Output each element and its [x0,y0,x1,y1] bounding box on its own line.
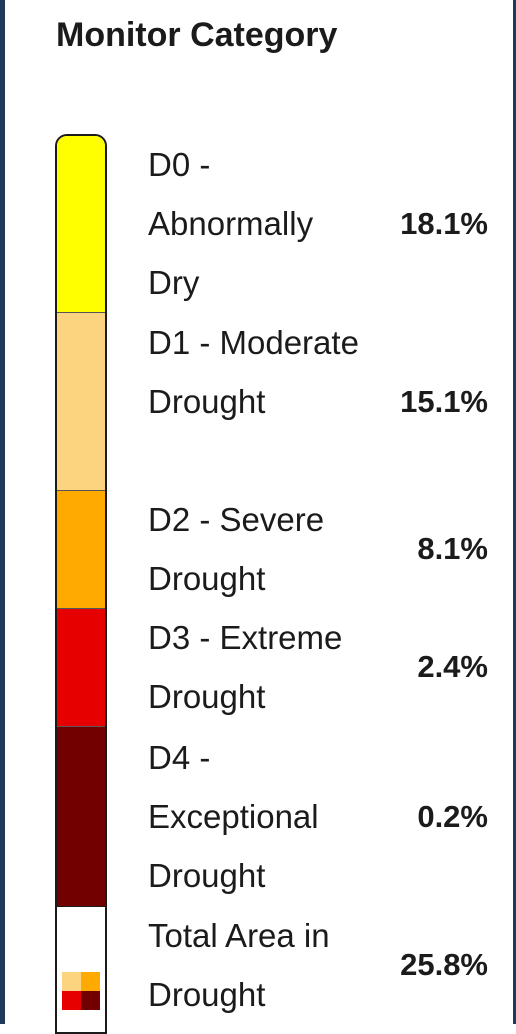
legend-total-label: Total Area in Drought [148,917,330,1013]
legend-value: 0.2% [417,798,488,834]
legend-total-value: 25.8% [400,947,488,982]
legend-row-d4: D4 - Exceptional Drought 0.2% [148,728,488,905]
legend-row-d3: D3 - Extreme Drought 2.4% [148,608,488,726]
left-border [0,0,5,1024]
swatch-d1 [57,313,105,491]
swatch-d2 [57,491,105,609]
legend-title: Monitor Category [56,16,338,54]
legend-value: 18.1% [400,205,488,241]
legend-label: D2 - Severe Drought [148,501,325,597]
total-drought-icon [62,972,100,1010]
legend-row-d2: D2 - Severe Drought 8.1% [148,490,488,608]
legend-row-d1: D1 - Moderate Drought 15.1% [148,313,488,490]
legend-row-total: Total Area in Drought 25.8% [148,906,488,1024]
legend-label: D1 - Moderate Drought [148,324,359,420]
legend-value: 15.1% [400,383,488,419]
legend-value: 8.1% [417,531,488,566]
legend-label: D0 - Abnormally Dry [148,146,314,301]
swatch-d3 [57,609,105,727]
legend-row-d0: D0 - Abnormally Dry 18.1% [148,135,488,312]
swatch-d4 [57,727,105,907]
legend-label: D3 - Extreme Drought [148,619,343,715]
legend-value: 2.4% [417,649,488,684]
swatch-total [57,907,105,1032]
swatch-d0 [57,136,105,313]
legend-label: D4 - Exceptional Drought [148,739,319,894]
right-border [513,0,516,1024]
legend-color-bar [55,134,107,1034]
